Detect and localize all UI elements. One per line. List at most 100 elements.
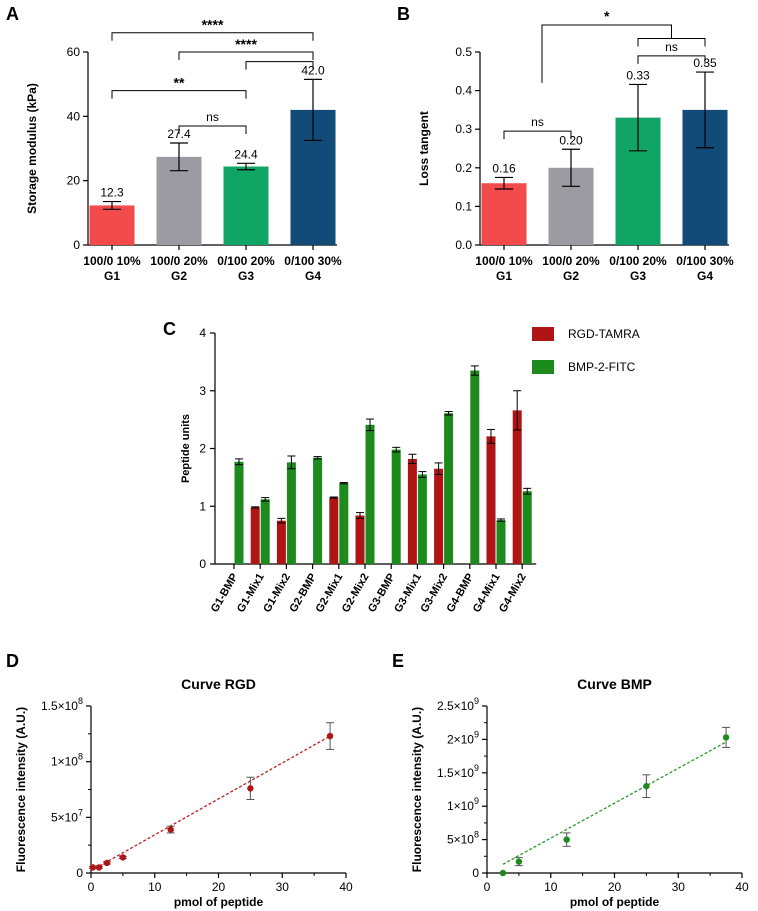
x-tick-label-name: G2: [563, 269, 579, 283]
y-tick-exponent: 8: [78, 752, 83, 762]
significance-label: **: [174, 75, 185, 91]
y-tick-label: 0.2: [455, 161, 472, 175]
significance-bracket: [637, 55, 706, 64]
bar-rgd: [355, 515, 365, 564]
bar-bmp: [286, 462, 296, 564]
bar-bmp: [339, 483, 349, 564]
x-tick-label: 10: [544, 880, 558, 894]
significance-bracket: [178, 125, 247, 134]
panel-c-marks: RGD-TAMRA BMP-2-FITC: [234, 327, 640, 564]
data-point: [722, 734, 730, 741]
x-tick-label-group: 0/100 30%: [284, 254, 342, 268]
y-tick-base: 1.5×10: [437, 766, 474, 780]
y-tick-exponent: 8: [78, 696, 83, 706]
x-tick-label-name: G4: [305, 269, 321, 283]
x-tick-label-group: 100/0 10%: [83, 254, 141, 268]
bar-bmp: [234, 461, 244, 564]
significance-bracket: [503, 130, 572, 140]
x-tick-label-group: 100/0 10%: [475, 254, 533, 268]
y-tick-label: 0.4: [455, 84, 472, 98]
y-tick-base: 5×10: [447, 833, 474, 847]
data-label: 12.3: [100, 186, 124, 200]
significance-bracket: [111, 32, 314, 41]
y-tick-label: 5×108: [447, 830, 479, 847]
data-point: [499, 869, 507, 877]
data-point: [247, 785, 254, 792]
y-tick-label: 4: [199, 326, 206, 340]
data-label: 42.0: [301, 63, 325, 77]
x-tick-label: 40: [339, 880, 353, 894]
y-tick-label: 2×109: [447, 729, 479, 746]
x-tick-label: 0: [88, 880, 95, 894]
y-tick-base: 1×10: [447, 799, 474, 813]
y-tick-label: 0.3: [455, 122, 472, 136]
significance-label: ****: [202, 17, 224, 33]
x-tick-label-name: G4: [697, 269, 713, 283]
x-tick-label: 10: [148, 880, 162, 894]
bar-rgd: [250, 507, 260, 564]
bar-bmp: [417, 474, 427, 564]
data-point: [515, 858, 523, 865]
panel-letter-e: E: [392, 651, 404, 671]
bar-rgd: [407, 458, 417, 564]
y-tick-base: 0: [76, 866, 83, 880]
data-label: 0.16: [492, 161, 516, 175]
bar-bmp: [391, 449, 401, 564]
y-tick-label: 1.5×108: [41, 696, 83, 713]
x-tick-label-group: 0/100 20%: [609, 254, 667, 268]
y-tick-label: 60: [67, 45, 81, 59]
panel-letter-b: B: [397, 4, 410, 24]
y-tick-label: 3: [199, 384, 206, 398]
bar-rgd: [512, 410, 522, 564]
bar-rgd: [276, 520, 286, 564]
y-tick-label: 40: [67, 109, 81, 123]
y-tick-base: 0: [472, 866, 479, 880]
chart-title: Curve BMP: [577, 676, 652, 692]
x-tick-label-name: G1: [496, 269, 512, 283]
y-axis-label: Storage modulus (kPa): [25, 83, 39, 214]
bar: [481, 183, 527, 245]
x-tick-label: 20: [608, 880, 622, 894]
y-tick-label: 0.0: [455, 238, 472, 252]
y-tick-exponent: 9: [474, 729, 479, 739]
bar-rgd: [329, 497, 339, 564]
x-tick-label-group: 0/100 20%: [217, 254, 275, 268]
y-axis-label: Fluorescence intensity (A.U.): [410, 707, 424, 872]
panel-letter-c: C: [163, 319, 176, 339]
bar-rgd: [434, 468, 444, 564]
panel-d-marks: [88, 722, 335, 872]
bar-bmp: [522, 491, 532, 564]
bar-rgd: [486, 436, 496, 564]
bar-bmp: [470, 370, 480, 564]
data-label: 27.4: [167, 127, 191, 141]
panel-a-marks: 12.327.424.442.0******ns****: [89, 17, 336, 246]
legend-label: RGD-TAMRA: [568, 327, 640, 341]
y-tick-label: 0.5: [455, 45, 472, 59]
y-tick-base: 2.5×10: [437, 699, 474, 713]
significance-label: ns: [206, 110, 219, 124]
x-tick-label-group: 0/100 30%: [676, 254, 734, 268]
significance-bracket: [178, 51, 314, 60]
panel-letter-d: D: [6, 651, 19, 671]
y-tick-label: 1.5×109: [437, 763, 479, 780]
chart-title: Curve RGD: [181, 676, 256, 692]
significance-label: ns: [665, 40, 678, 54]
bar-bmp: [444, 413, 454, 564]
y-tick-base: 1.5×10: [41, 699, 78, 713]
y-tick-label: 1×108: [51, 752, 83, 769]
y-tick-label: 0: [472, 866, 479, 880]
y-tick-label: 1: [199, 499, 206, 513]
significance-label: ****: [235, 36, 257, 52]
x-tick-label-group: 100/0 20%: [150, 254, 208, 268]
panel-b: B 0.0 0.1 0.2 0.3 0.4 0.5 Loss tangent 100/0 10…: [397, 4, 734, 283]
x-axis-label: pmol of peptide: [174, 895, 264, 909]
panel-letter-a: A: [6, 4, 19, 24]
bar: [223, 166, 269, 245]
data-point: [563, 836, 570, 843]
bar-bmp: [496, 520, 506, 564]
